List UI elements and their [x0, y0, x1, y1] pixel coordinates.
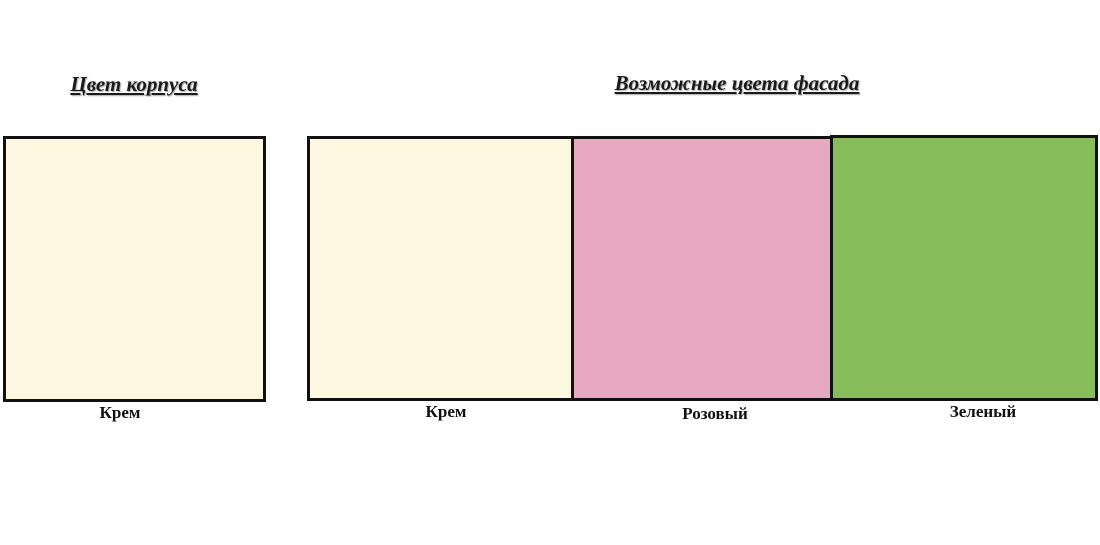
facade-swatch-pink [571, 136, 834, 401]
facade-swatch-label-pink: Розовый [682, 404, 748, 423]
facade-swatch-label-green: Зеленый [949, 402, 1017, 421]
facade-swatch-label-cream: Крем [425, 402, 467, 421]
body-color-title: Цвет корпуса [70, 72, 198, 96]
facade-swatch-cream [307, 136, 575, 401]
facade-colors-title: Возможные цвета фасада [614, 71, 860, 95]
body-swatch-label: Крем [99, 403, 141, 422]
body-swatch-cream [3, 136, 266, 402]
facade-swatch-green [830, 135, 1098, 401]
